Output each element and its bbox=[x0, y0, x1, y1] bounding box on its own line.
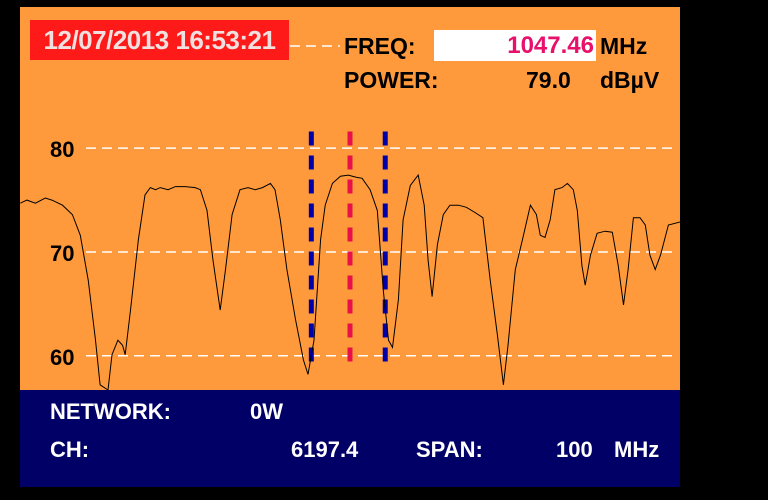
y-tick-70: 70 bbox=[50, 241, 75, 266]
power-label: POWER: bbox=[344, 67, 439, 93]
network-value: 0W bbox=[250, 399, 283, 424]
spectrum-trace bbox=[20, 173, 680, 390]
freq-label: FREQ: bbox=[344, 33, 416, 59]
span-value: 100 bbox=[556, 437, 593, 462]
freq-value: 1047.46 bbox=[507, 32, 594, 59]
ch-label: CH: bbox=[50, 437, 90, 462]
span-label: SPAN: bbox=[416, 437, 483, 462]
y-tick-80: 80 bbox=[50, 137, 75, 162]
power-value: 79.0 bbox=[526, 67, 571, 93]
freq-input[interactable]: 1047.46 bbox=[434, 30, 596, 61]
freq-unit: MHz bbox=[600, 33, 648, 59]
datetime-badge: 12/07/2013 16:53:21 bbox=[30, 20, 289, 60]
ch-value: 6197.4 bbox=[291, 437, 359, 462]
spectrum-display bbox=[20, 7, 680, 390]
power-unit: dBµV bbox=[600, 67, 660, 93]
network-label: NETWORK: bbox=[50, 399, 171, 424]
spectrum-plot bbox=[20, 45, 680, 390]
span-unit: MHz bbox=[614, 437, 660, 462]
info-panel: NETWORK: 0W CH: 6197.4 SPAN: 100 MHz bbox=[20, 390, 680, 487]
y-tick-60: 60 bbox=[50, 345, 75, 370]
